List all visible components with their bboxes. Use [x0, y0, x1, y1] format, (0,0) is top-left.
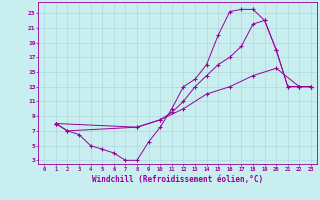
X-axis label: Windchill (Refroidissement éolien,°C): Windchill (Refroidissement éolien,°C): [92, 175, 263, 184]
